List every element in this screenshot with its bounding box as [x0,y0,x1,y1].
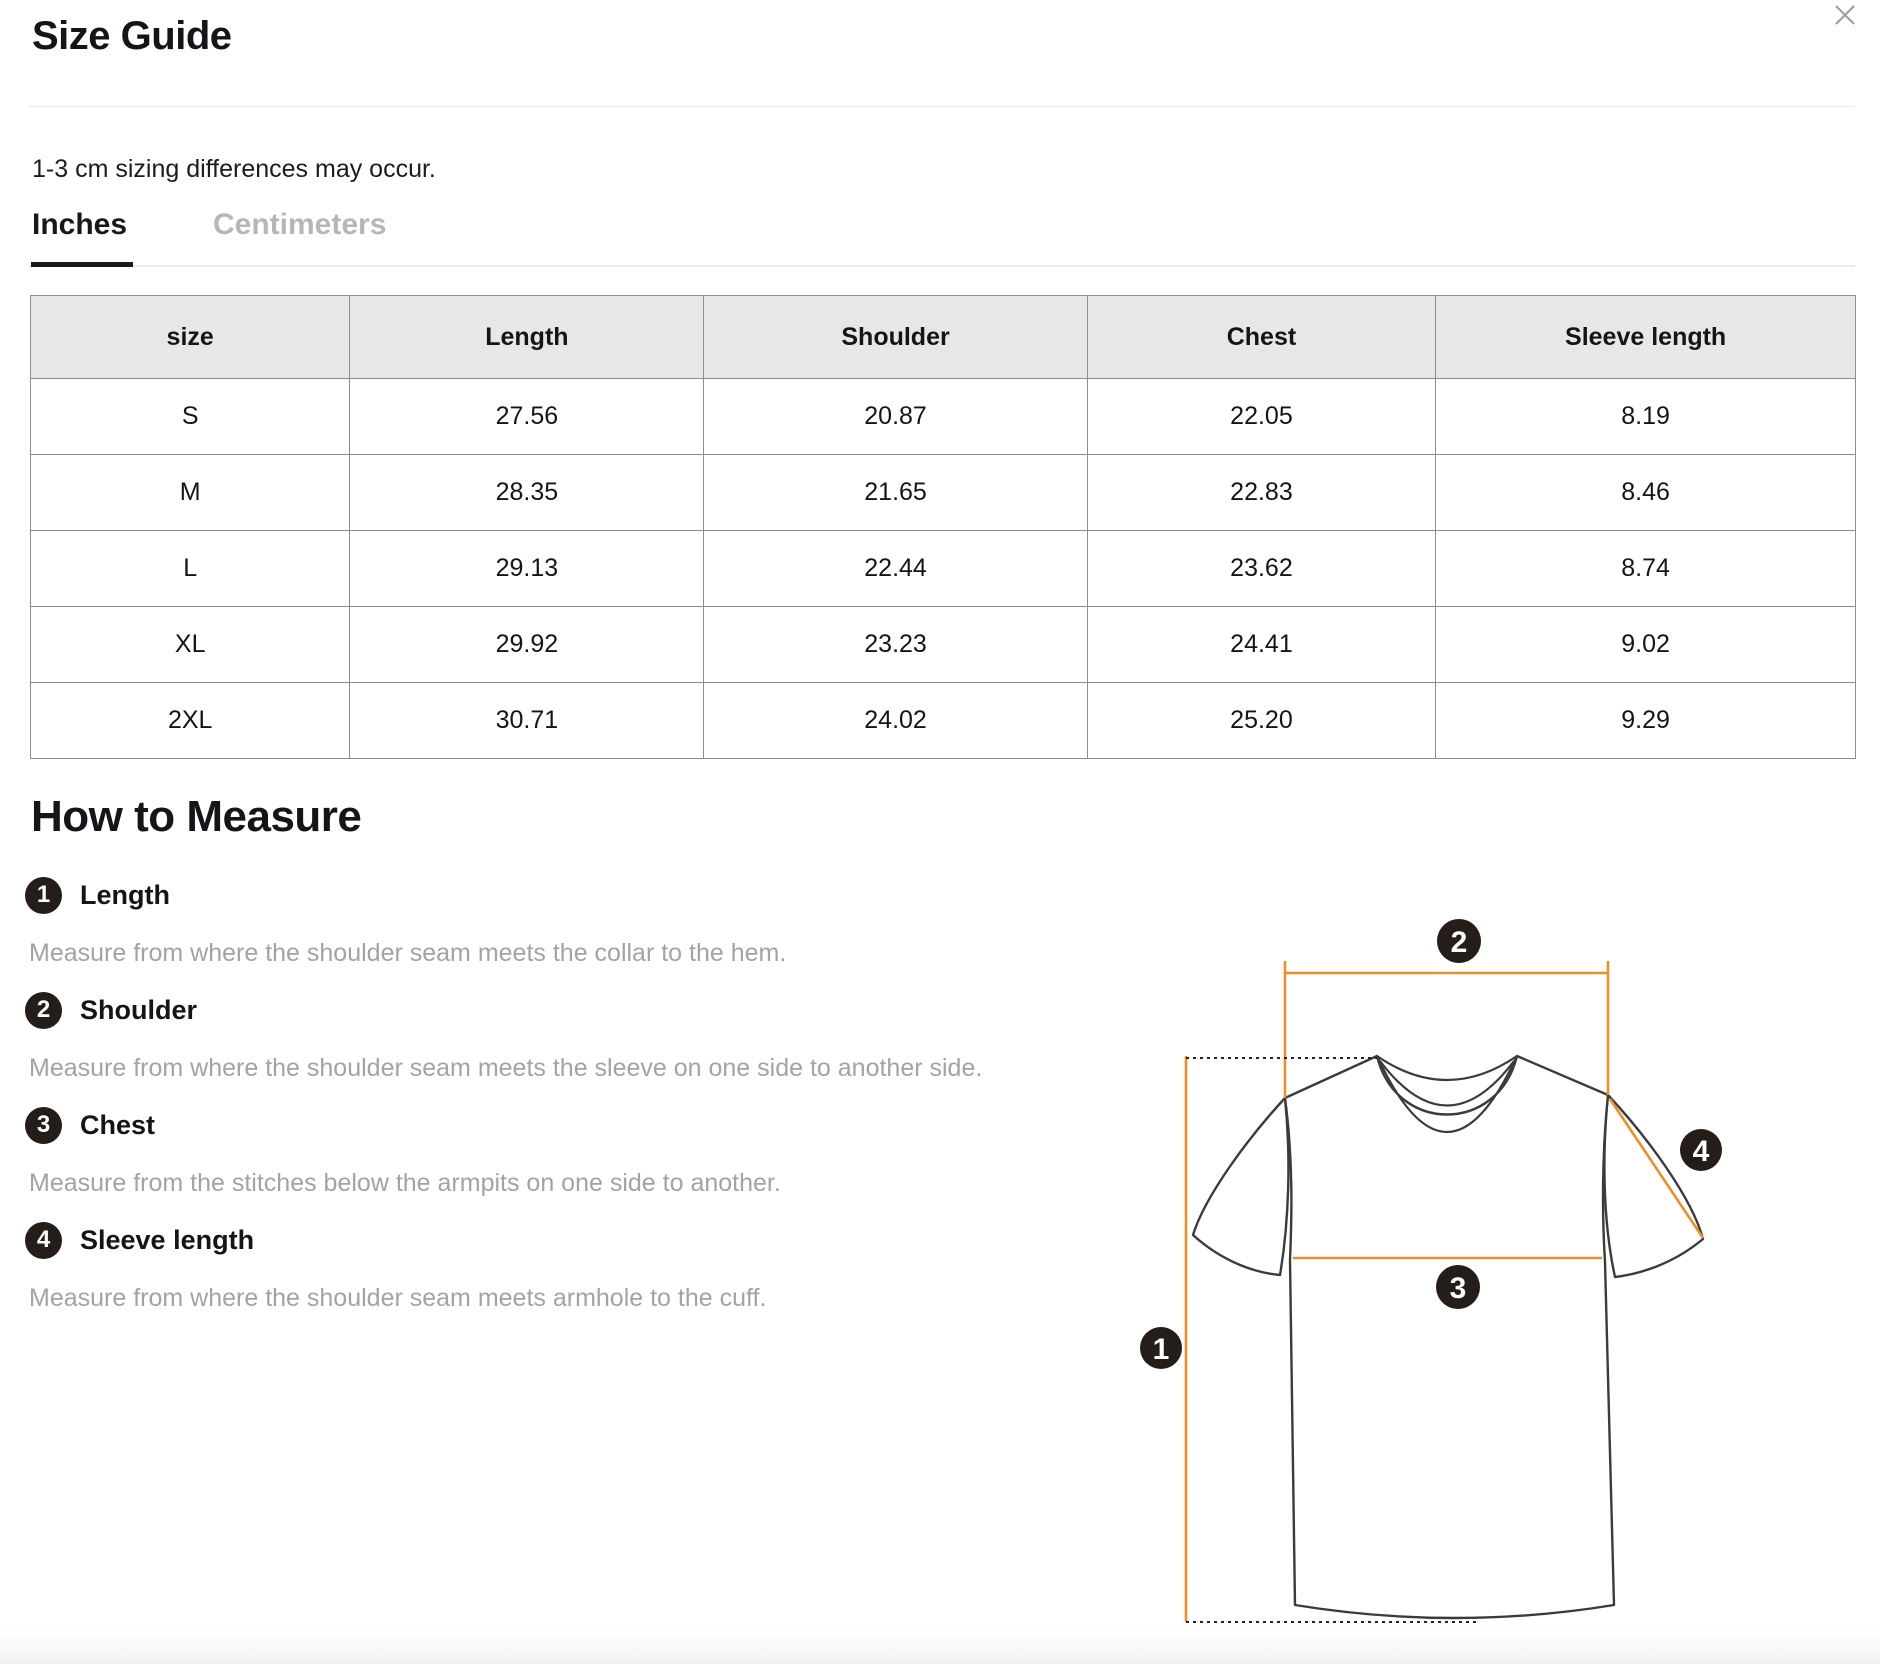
diagram-badge-4: 4 [1693,1135,1710,1168]
column-header-size: size [29,295,351,379]
tab-centimeters[interactable]: Centimeters [213,208,387,241]
right-sleeve-outline [1603,1093,1705,1279]
sleeve-measure-line [1608,1098,1705,1239]
cell-shoulder: 24.02 [703,682,1088,759]
cell-size: M [29,454,351,531]
table-row: S 27.56 20.87 22.05 8.19 [29,378,1856,455]
cell-sleeve-length: 9.02 [1435,606,1856,683]
header-divider [29,106,1855,107]
cell-shoulder: 22.44 [703,530,1088,607]
cell-sleeve-length: 9.29 [1435,682,1856,759]
measurement-lines [1184,961,1705,1622]
cell-length: 27.56 [349,378,705,455]
cell-size: L [29,530,351,607]
measure-label: Sleeve length [80,1224,255,1255]
diagram-badges: 2 4 3 1 [1140,919,1722,1369]
cell-length: 29.13 [349,530,705,607]
diagram-badge-3-circle [1436,1265,1480,1309]
collar-arc-mid [1379,1060,1515,1107]
cell-length: 28.35 [349,454,705,531]
measure-label: Length [80,879,170,910]
table-row: L 29.13 22.44 23.62 8.74 [29,530,1856,607]
diagram-badge-3: 3 [1450,1272,1467,1305]
collar-arc-back [1376,1055,1518,1081]
shirt-body-outline [1283,1054,1616,1620]
collar-arc-front [1377,1057,1517,1133]
tshirt-measurement-diagram: 2 4 3 1 [1140,919,1722,1623]
left-sleeve-outline [1191,1096,1290,1277]
column-header-sleeve-length: Sleeve length [1435,295,1856,379]
number-badge-3: 3 [25,1106,62,1144]
measure-label: Shoulder [80,994,198,1025]
measure-item-chest: 3 Chest Measure from the stitches below … [25,1106,1125,1199]
bottom-scroll-fade [0,1630,1880,1664]
cell-sleeve-length: 8.74 [1435,530,1856,607]
size-table: size Length Shoulder Chest Sleeve length… [29,295,1856,759]
diagram-badge-1-circle [1140,1327,1182,1369]
cell-shoulder: 20.87 [703,378,1088,455]
diagram-badge-2-circle [1437,919,1481,963]
number-badge-2: 2 [25,991,62,1029]
measure-description: Measure from where the shoulder seam mee… [29,1054,983,1082]
sizing-note: 1-3 cm sizing differences may occur. [32,155,436,183]
cell-shoulder: 21.65 [703,454,1088,531]
diagram-badge-4-circle [1680,1129,1722,1171]
cell-shoulder: 23.23 [703,606,1088,683]
tabs-baseline [29,265,1855,267]
cell-size: 2XL [29,682,351,759]
close-button[interactable] [1830,0,1860,30]
cell-chest: 24.41 [1086,606,1437,683]
number-badge-1: 1 [25,876,62,914]
cell-length: 30.71 [349,682,705,759]
table-header-row: size Length Shoulder Chest Sleeve length [29,295,1856,379]
tab-active-underline [31,262,133,267]
how-to-measure-heading: How to Measure [31,792,362,841]
measure-label: Chest [80,1109,156,1140]
cell-chest: 22.83 [1086,454,1437,531]
measure-description: Measure from where the shoulder seam mee… [29,1284,767,1312]
column-header-length: Length [349,295,705,379]
measure-item-length: 1 Length Measure from where the shoulder… [25,876,1125,969]
table-row: 2XL 30.71 24.02 25.20 9.29 [29,682,1856,759]
diagram-badge-2: 2 [1451,926,1468,959]
close-icon [1835,5,1855,25]
number-badge-4: 4 [25,1221,62,1259]
column-header-chest: Chest [1086,295,1437,379]
diagram-badge-1: 1 [1153,1333,1170,1366]
cell-size: XL [29,606,351,683]
table-row: M 28.35 21.65 22.83 8.46 [29,454,1856,531]
cell-length: 29.92 [349,606,705,683]
cell-chest: 23.62 [1086,530,1437,607]
measure-item-sleeve-length: 4 Sleeve length Measure from where the s… [25,1221,1125,1314]
measure-list: 1 Length Measure from where the shoulder… [25,876,1125,1314]
cell-chest: 22.05 [1086,378,1437,455]
cell-sleeve-length: 8.19 [1435,378,1856,455]
cell-sleeve-length: 8.46 [1435,454,1856,531]
table-row: XL 29.92 23.23 24.41 9.02 [29,606,1856,683]
measure-description: Measure from the stitches below the armp… [29,1169,781,1197]
cell-size: S [29,378,351,455]
page-title: Size Guide [32,14,232,58]
column-header-shoulder: Shoulder [703,295,1088,379]
measure-description: Measure from where the shoulder seam mee… [29,939,787,967]
cell-chest: 25.20 [1086,682,1437,759]
measure-item-shoulder: 2 Shoulder Measure from where the should… [25,991,1125,1084]
tab-inches[interactable]: Inches [32,208,128,241]
